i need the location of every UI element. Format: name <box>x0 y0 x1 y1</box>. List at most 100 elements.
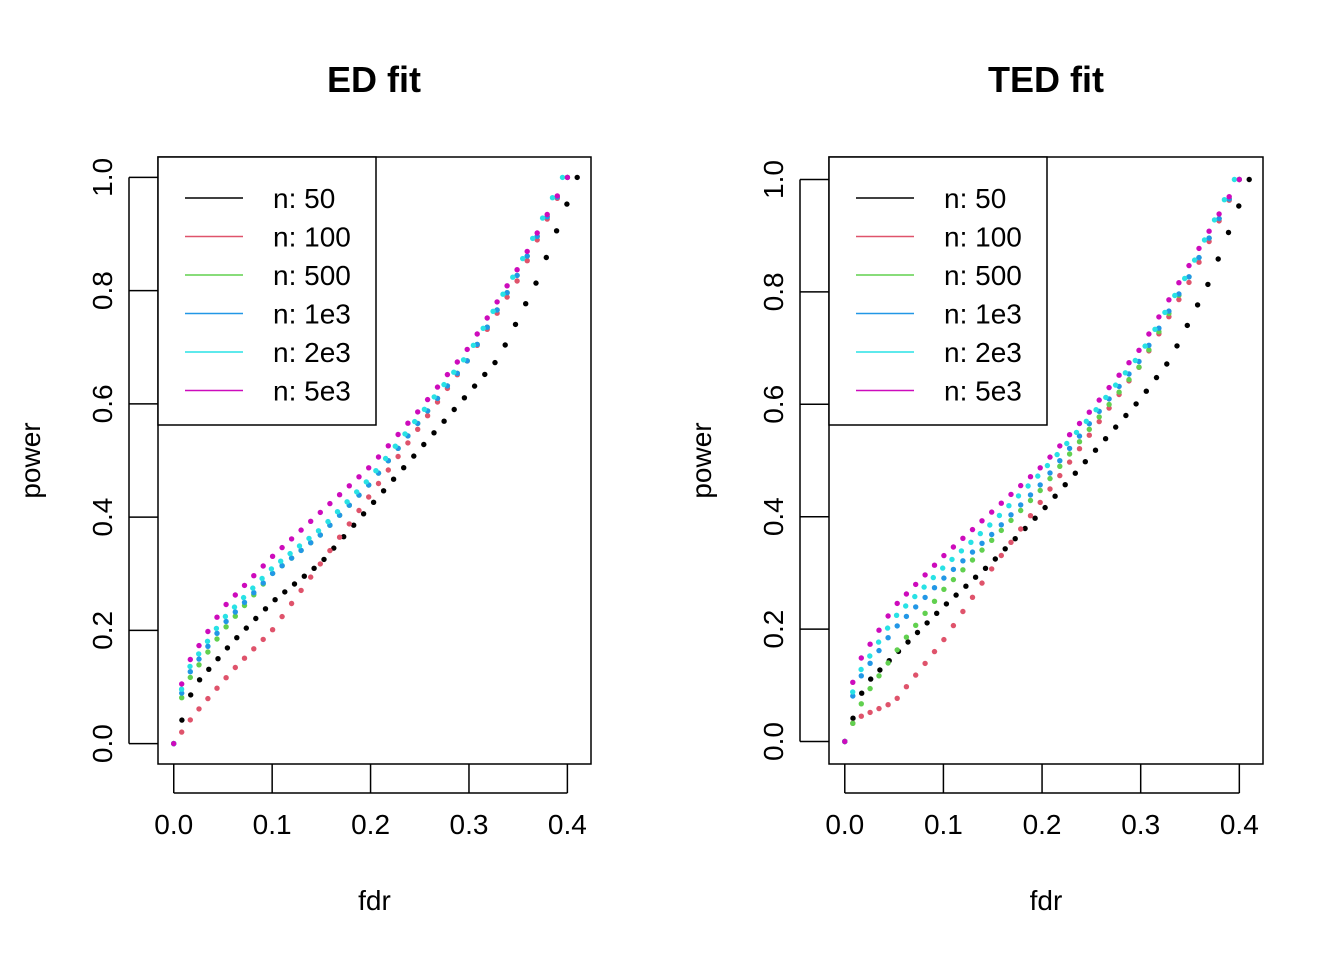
data-point <box>1113 424 1119 430</box>
data-point <box>989 509 995 515</box>
data-point <box>559 174 566 181</box>
data-point <box>1027 492 1034 498</box>
data-point <box>421 441 427 448</box>
data-point <box>1066 445 1073 452</box>
data-point <box>931 585 938 591</box>
data-point <box>179 695 185 701</box>
y-tick-label: 1.0 <box>87 158 118 197</box>
data-point <box>1116 372 1122 378</box>
data-point <box>392 443 398 449</box>
data-point <box>1096 397 1102 403</box>
y-tick-label: 0.2 <box>87 611 118 650</box>
data-point <box>1196 254 1202 261</box>
data-point <box>921 584 927 590</box>
data-point <box>308 574 314 580</box>
legend-label: n: 1e3 <box>273 299 351 330</box>
data-point <box>554 193 560 199</box>
data-point <box>931 598 938 604</box>
data-point <box>1211 217 1218 223</box>
data-point <box>214 614 220 620</box>
data-point <box>431 430 437 436</box>
data-point <box>405 420 411 426</box>
data-point <box>1093 407 1099 413</box>
data-point <box>424 413 431 419</box>
data-point <box>1008 539 1014 545</box>
data-point <box>232 664 238 671</box>
data-point <box>240 594 247 601</box>
data-point <box>480 325 486 331</box>
data-point <box>370 499 377 505</box>
data-point <box>960 535 966 541</box>
series-1 <box>842 176 1252 745</box>
data-point <box>188 692 194 698</box>
data-point <box>1225 229 1232 236</box>
data-point <box>553 228 560 234</box>
data-point <box>876 627 882 633</box>
data-point <box>1206 235 1212 241</box>
data-point <box>914 629 921 636</box>
series-6 <box>171 174 571 747</box>
chart-title: ED fit <box>327 59 421 100</box>
data-point <box>288 555 295 561</box>
data-point <box>179 717 185 723</box>
data-point <box>317 509 323 516</box>
data-point <box>931 562 938 568</box>
data-point <box>262 606 269 612</box>
chart-title: TED fit <box>988 59 1104 100</box>
legend-label: n: 50 <box>273 183 335 214</box>
data-point <box>1035 473 1041 479</box>
x-axis-label: fdr <box>358 885 391 916</box>
data-point <box>1156 314 1162 320</box>
data-point <box>484 315 490 321</box>
data-point <box>842 738 848 745</box>
data-point <box>885 660 891 666</box>
data-point <box>1042 504 1048 511</box>
data-point <box>259 575 265 582</box>
data-point <box>187 674 193 681</box>
x-tick-label: 0.0 <box>154 809 193 840</box>
data-point <box>196 642 202 649</box>
data-point <box>1216 215 1222 222</box>
data-point <box>1066 459 1073 465</box>
data-point <box>972 574 979 580</box>
legend-label: n: 100 <box>944 222 1022 253</box>
data-point <box>885 702 891 708</box>
data-point <box>1176 296 1182 303</box>
data-point <box>1133 401 1139 407</box>
y-tick-label: 1.0 <box>758 160 789 199</box>
data-point <box>953 592 959 598</box>
y-tick-label: 0.2 <box>758 610 789 649</box>
data-point <box>260 563 266 569</box>
data-point <box>260 580 266 586</box>
data-point <box>998 522 1004 528</box>
data-point <box>1076 420 1083 427</box>
data-point <box>187 663 193 670</box>
data-point <box>858 655 864 661</box>
data-point <box>564 201 570 207</box>
data-point <box>510 274 516 280</box>
data-point <box>922 594 928 601</box>
data-point <box>171 740 177 747</box>
data-point <box>253 615 259 622</box>
data-point <box>1221 197 1228 203</box>
data-point <box>504 290 510 296</box>
data-point <box>205 643 211 649</box>
data-point <box>1206 228 1212 234</box>
data-point <box>1215 256 1221 262</box>
data-point <box>179 681 185 687</box>
y-tick-label: 0.4 <box>87 498 118 537</box>
data-point <box>241 599 248 606</box>
data-point <box>234 635 240 641</box>
data-point <box>206 666 212 672</box>
data-point <box>260 636 266 643</box>
data-point <box>1136 364 1142 370</box>
data-point <box>989 531 995 538</box>
data-point <box>223 624 229 630</box>
data-point <box>451 369 457 375</box>
data-point <box>360 511 367 517</box>
data-point <box>204 638 211 644</box>
data-point <box>1072 470 1079 476</box>
data-point <box>187 656 193 663</box>
data-point <box>960 558 966 564</box>
data-point <box>301 573 307 579</box>
